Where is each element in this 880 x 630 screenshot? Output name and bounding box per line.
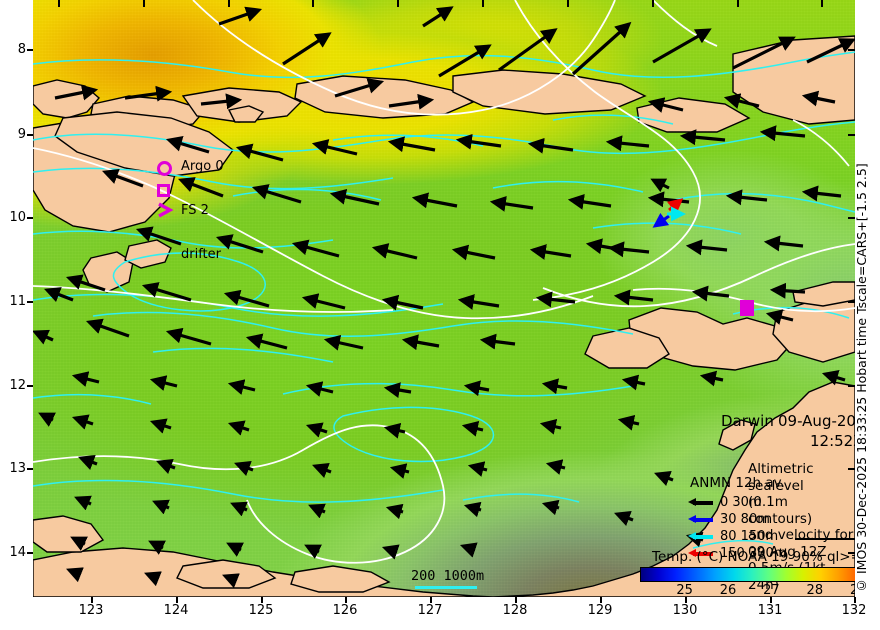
depth-arrow-150-300m-icon [688,549,714,558]
depth-label-3: 150 300m [720,546,787,561]
place-label-darwin: Darwin [721,412,774,430]
mooring-current-vectors [650,178,686,228]
top-axis-ticks [33,0,855,7]
fs-square-icon [157,184,170,197]
x-tick-mark [515,597,517,603]
y-tick-label: 11 [9,294,26,309]
map-canvas[interactable]: Argo 0 FS 2 drifter Darwin 09-Aug-2024 1… [33,0,855,597]
x-tick-label: 123 [78,603,104,618]
sealevel-contours [33,0,855,564]
y-tick-mark [27,49,33,51]
x-tick-label: 129 [587,603,613,618]
x-tick-mark [770,597,772,603]
drifter-label: drifter [181,247,221,262]
y-tick-label: 12 [9,378,26,393]
bathymetry-legend: 200 1000m [411,568,484,589]
x-tick-label: 132 [841,603,867,618]
colorbar-ticks: 25 26 27 28 29 [640,582,855,597]
depth-label-2: 80 150m [720,529,779,544]
x-tick-label: 125 [248,603,274,618]
map-vector-overlay [33,0,855,597]
depth-label-0: 0 30m [720,495,762,510]
colorbar-title: Temp. (°C) NOAA 19 90% ql>=4 [652,549,855,565]
y-tick-mark [27,217,33,219]
y-tick-mark [27,468,33,470]
depth-legend-row: 30 80m [688,512,786,527]
depth-legend-title: ANMN 12h av. [690,475,785,491]
depth-arrow-80-150m-icon [688,532,714,541]
y-tick-mark [27,552,33,554]
y-axis: 8 9 10 11 12 13 14 [0,0,33,597]
x-tick-mark [430,597,432,603]
platform-legend: Argo 0 FS 2 drifter [157,158,224,262]
depth-arrow-0-30m-icon [688,498,714,507]
x-tick-label: 127 [417,603,443,618]
y-tick-label: 10 [9,210,26,225]
bathymetry-legend-label: 200 1000m [411,568,485,584]
velocity-vectors [33,6,855,589]
depth-legend-row: 150 300m [688,546,786,561]
mooring-marker-square[interactable] [740,300,754,316]
fs-label: FS 2 [181,203,209,218]
x-axis: 123 124 125 126 127 128 129 130 131 132 [33,597,866,630]
y-tick-label: 14 [9,545,26,560]
y-tick-mark [27,301,33,303]
y-tick-mark [27,385,33,387]
altimetry-note-line2: (0.1m contours) [748,494,813,527]
copyright-credit: © IMOS 30-Dec-2025 18:33:25 Hobart time … [854,163,869,593]
x-tick-mark [91,597,93,603]
colorbar-tick: 26 [719,583,737,597]
y-tick-label: 9 [17,127,26,142]
bathymetry-legend-line [415,586,477,589]
x-tick-label: 124 [163,603,189,618]
x-tick-mark [600,597,602,603]
colorbar-tick: 25 [676,583,693,597]
argo-circle-icon [157,161,172,176]
altimetry-note-line1: Altimetric sealevel [748,461,814,494]
x-tick-mark [261,597,263,603]
drifter-chevron-icon [158,202,174,218]
x-tick-mark [685,597,687,603]
x-tick-mark [176,597,178,603]
legend-row-argo: Argo 0 [157,158,224,180]
datestamp-time: 12:52Z [810,432,855,450]
x-tick-mark [345,597,347,603]
x-tick-mark [854,597,856,603]
legend-row-fs: FS 2 [157,180,209,218]
x-tick-label: 128 [502,603,528,618]
y-tick-label: 13 [9,461,26,476]
altimetry-note-line4: 09 Aug 12Z [748,543,827,560]
x-tick-label: 130 [672,603,698,618]
velocity-scale-arrow [795,535,855,543]
y-tick-label: 8 [17,42,26,57]
depth-arrow-30-80m-icon [688,515,714,524]
x-tick-label: 131 [757,603,783,618]
argo-label: Argo 0 [181,159,224,174]
colorbar-tick: 27 [763,583,780,597]
y-tick-mark [27,134,33,136]
legend-row-drifter: drifter [157,202,221,262]
depth-legend-row: 80 150m [688,529,786,544]
datestamp-date: 09-Aug-2024 [778,412,855,430]
depth-label-1: 30 80m [720,512,770,527]
depth-legend-row: 0 30m [688,495,786,510]
colorbar-group: Temp. (°C) NOAA 19 90% ql>=4 25 26 27 28… [640,549,855,597]
x-tick-label: 126 [332,603,358,618]
colorbar-gradient [640,567,855,582]
depth-legend: ANMN 12h av. 0 30m 30 80m [688,475,786,563]
right-axis-ticks [848,0,855,597]
colorbar-tick: 29 [849,583,855,597]
colorbar-tick: 28 [806,583,824,597]
